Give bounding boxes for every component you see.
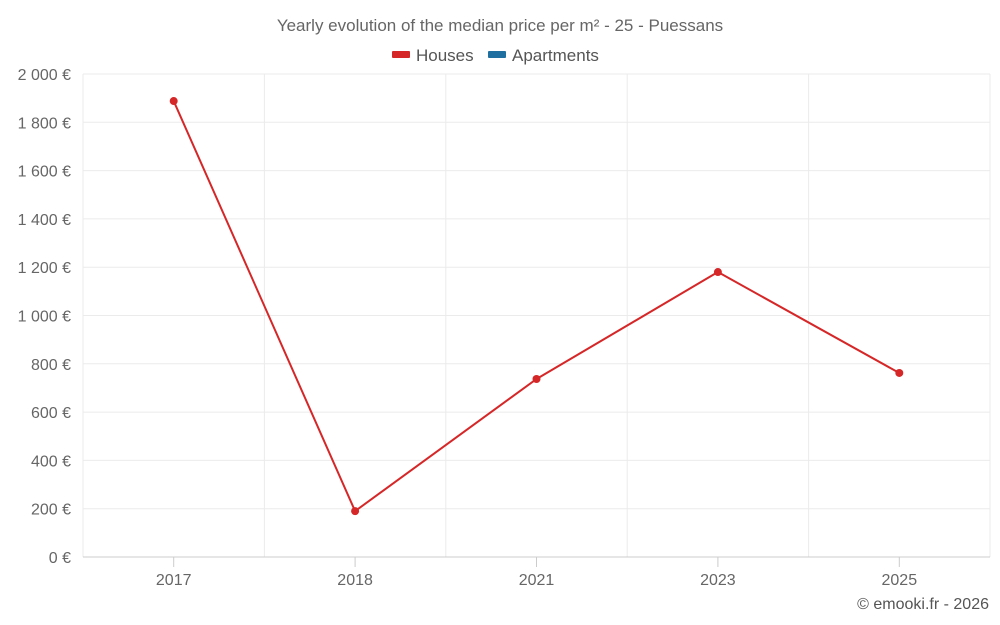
x-tick-label: 2021 [519, 572, 555, 589]
horizontal-gridlines [83, 73, 990, 510]
y-tick-label: 600 € [31, 405, 71, 422]
data-point-houses[interactable] [713, 268, 722, 277]
y-tick-label: 1 200 € [18, 260, 71, 277]
y-tick-label: 0 € [49, 550, 71, 567]
legend-label-apartments: Apartments [512, 46, 599, 65]
data-point-houses[interactable] [169, 97, 178, 106]
y-tick-label: 2 000 € [18, 67, 71, 84]
y-tick-label: 400 € [31, 453, 71, 470]
x-tick-label: 2017 [156, 572, 192, 589]
x-tick-label: 2023 [700, 572, 736, 589]
vertical-gridlines [82, 74, 991, 557]
legend-swatch-houses [392, 51, 410, 58]
y-tick-label: 1 600 € [18, 164, 71, 181]
data-point-houses[interactable] [895, 368, 904, 377]
y-tick-label: 1 000 € [18, 309, 71, 326]
legend-swatch-apartments [488, 51, 506, 58]
credit-text: © emooki.fr - 2026 [857, 596, 989, 613]
y-tick-label: 1 800 € [18, 115, 71, 132]
chart-title: Yearly evolution of the median price per… [277, 16, 723, 35]
data-point-houses[interactable] [351, 507, 360, 516]
x-axis-ticks: 2017 2018 2021 2023 2025 [156, 557, 917, 589]
x-tick-label: 2025 [882, 572, 918, 589]
y-tick-label: 800 € [31, 357, 71, 374]
series-layer [169, 97, 904, 516]
series-line-houses [172, 100, 900, 513]
data-point-houses[interactable] [532, 375, 541, 384]
legend-item-apartments[interactable]: Apartments [488, 46, 599, 65]
y-tick-label: 200 € [31, 502, 71, 519]
y-axis-ticks: 0 € 200 € 400 € 600 € 800 € 1 000 € 1 200 € 1 4… [18, 67, 71, 567]
legend: Houses Apartments [392, 46, 599, 65]
x-tick-label: 2018 [337, 572, 373, 589]
y-tick-label: 1 400 € [18, 212, 71, 229]
legend-item-houses[interactable]: Houses [392, 46, 474, 65]
legend-label-houses: Houses [416, 46, 474, 65]
